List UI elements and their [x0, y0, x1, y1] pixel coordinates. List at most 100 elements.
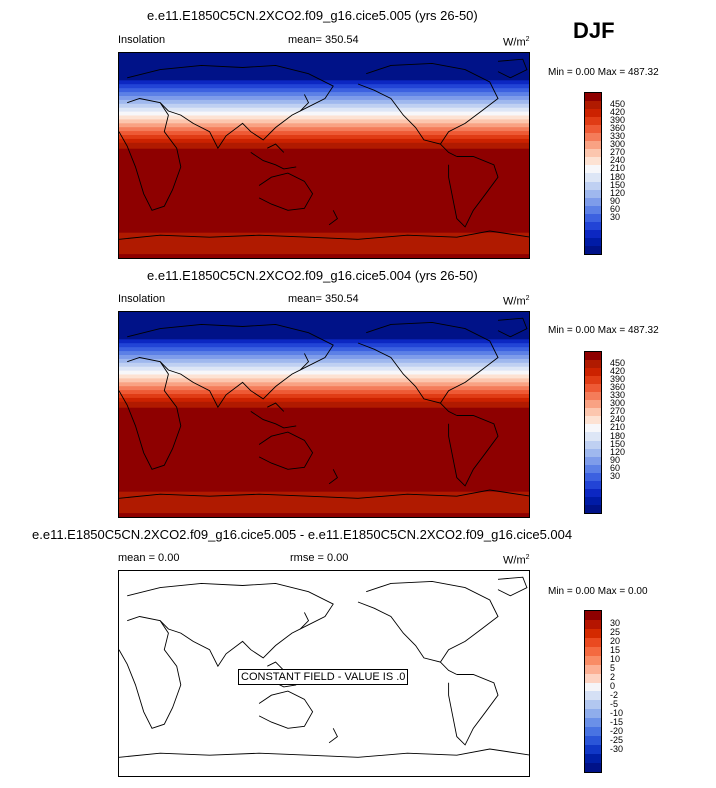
- colorbar-swatch: [585, 655, 601, 665]
- coastline: [357, 321, 499, 404]
- coastline: [127, 64, 334, 150]
- field-band: [119, 394, 529, 399]
- colorbar-tick-label: 420: [610, 366, 626, 377]
- colorbar-swatch: [585, 619, 601, 629]
- colorbar-swatch: [585, 682, 601, 692]
- field-band: [119, 366, 529, 372]
- panel3-units: W/m2: [503, 552, 530, 567]
- colorbar-swatch: [585, 762, 601, 772]
- colorbar-tick-label: 270: [610, 147, 626, 158]
- panel3-minmax: Min = 0.00 Max = 0.00: [548, 586, 648, 597]
- field-band: [119, 226, 529, 234]
- colorbar-swatch: [585, 368, 601, 377]
- field-band: [119, 107, 529, 113]
- colorbar-swatch: [585, 700, 601, 710]
- field-band: [119, 123, 529, 128]
- colorbar-swatch: [585, 448, 601, 457]
- colorbar-swatch: [585, 456, 601, 465]
- panel1-minmax: Min = 0.00 Max = 487.32: [548, 67, 659, 78]
- colorbar-swatch: [585, 472, 601, 481]
- panel3-mean-label: mean = 0.00: [118, 552, 180, 564]
- coastline: [250, 411, 297, 429]
- field-band: [119, 478, 529, 487]
- panel1-title: e.e11.E1850C5CN.2XCO2.f09_g16.cice5.005 …: [147, 8, 478, 23]
- coastline: [267, 402, 285, 412]
- colorbar-swatch: [585, 157, 601, 166]
- coastline: [119, 230, 529, 240]
- colorbar-swatch: [585, 488, 601, 497]
- field-band: [119, 450, 529, 467]
- colorbar-swatch: [585, 125, 601, 134]
- colorbar-tick-label: 240: [610, 414, 626, 425]
- coastline: [357, 580, 499, 663]
- colorbar-swatch: [585, 480, 601, 489]
- panel2-mean-label: mean= 350.54: [288, 293, 359, 305]
- field-band: [119, 142, 529, 150]
- colorbar-swatch: [585, 673, 601, 683]
- coastline: [328, 210, 338, 226]
- panel1-units-sup: 2: [525, 36, 530, 43]
- coastline: [497, 58, 528, 79]
- panel1-variable-label: Insolation: [118, 34, 166, 46]
- colorbar-tick-label: 30: [610, 618, 621, 629]
- panel2-map: [118, 311, 530, 518]
- colorbar-tick-label: 5: [610, 663, 616, 674]
- field-band: [119, 362, 529, 368]
- coastline: [119, 616, 182, 729]
- colorbar-swatch: [585, 221, 601, 230]
- coastline: [448, 674, 499, 746]
- colorbar-tick-label: 210: [610, 422, 626, 433]
- colorbar-swatch: [585, 504, 601, 513]
- colorbar-tick-label: 120: [610, 446, 626, 457]
- colorbar-swatch: [585, 400, 601, 409]
- colorbar-tick-label: -30: [610, 743, 624, 754]
- panel1-colorbar: [584, 92, 602, 255]
- colorbar-swatch: [585, 149, 601, 158]
- field-band: [119, 72, 529, 81]
- colorbar-tick-label: 300: [610, 398, 626, 409]
- colorbar-swatch: [585, 237, 601, 246]
- panel3-title: e.e11.E1850C5CN.2XCO2.f09_g16.cice5.005 …: [32, 527, 573, 542]
- field-band: [119, 390, 529, 395]
- colorbar-swatch: [585, 464, 601, 473]
- colorbar-swatch: [585, 496, 601, 505]
- coastline: [119, 489, 529, 499]
- coastline: [119, 748, 529, 758]
- colorbar-swatch: [585, 440, 601, 449]
- colorbar-swatch: [585, 646, 601, 656]
- coastline: [440, 661, 458, 675]
- field-band: [119, 99, 529, 105]
- field-band: [119, 419, 529, 436]
- field-band: [119, 53, 529, 64]
- colorbar-tick-label: 330: [610, 131, 626, 142]
- field-band: [119, 207, 529, 220]
- colorbar-swatch: [585, 718, 601, 728]
- field-band: [119, 88, 529, 93]
- colorbar-swatch: [585, 181, 601, 190]
- colorbar-tick-label: 420: [610, 107, 626, 118]
- colorbar-tick-label: 90: [610, 454, 621, 465]
- panel2-field-svg: [119, 312, 529, 517]
- colorbar-swatch: [585, 229, 601, 238]
- colorbar-swatch: [585, 352, 601, 361]
- coastline: [119, 357, 182, 470]
- coastline: [440, 143, 458, 157]
- colorbar-tick-label: 150: [610, 179, 626, 190]
- field-band: [119, 312, 529, 323]
- coastline: [127, 323, 334, 409]
- colorbar-tick-label: 390: [610, 374, 626, 385]
- field-band: [119, 242, 529, 255]
- colorbar-tick-label: 210: [610, 163, 626, 174]
- coastline: [299, 94, 310, 112]
- colorbar-swatch: [585, 727, 601, 737]
- field-band: [119, 382, 529, 387]
- field-band: [119, 135, 529, 140]
- colorbar-swatch: [585, 745, 601, 754]
- coastline: [258, 690, 314, 729]
- colorbar-tick-label: 30: [610, 211, 621, 222]
- colorbar-swatch: [585, 213, 601, 222]
- colorbar-tick-label: 60: [610, 462, 621, 473]
- colorbar-tick-label: 450: [610, 99, 626, 110]
- coastline: [497, 317, 528, 338]
- colorbar-tick-label: -2: [610, 689, 619, 700]
